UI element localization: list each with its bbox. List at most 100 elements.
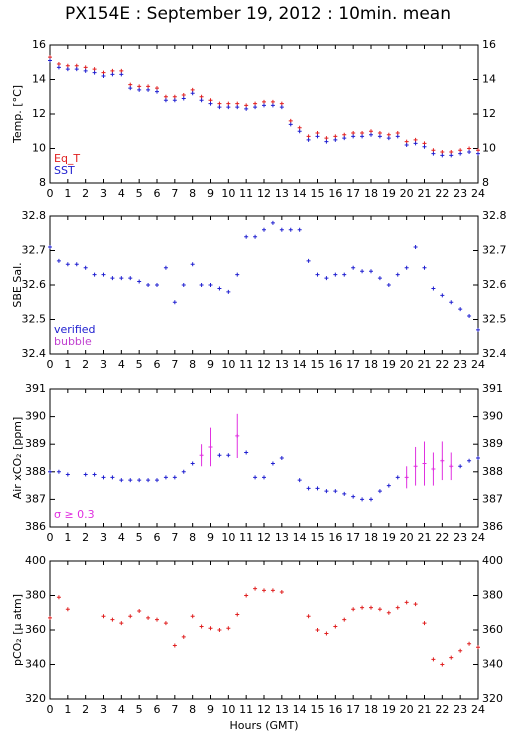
x-tick-label: 17 — [346, 703, 360, 716]
y-tick-label-right: 12 — [482, 107, 496, 120]
data-point — [306, 134, 311, 139]
data-point — [458, 151, 463, 156]
data-point — [270, 103, 275, 108]
x-tick-label: 19 — [382, 187, 396, 200]
data-point — [262, 588, 266, 593]
data-point — [324, 136, 329, 141]
x-tick-label: 2 — [82, 531, 89, 544]
data-point — [244, 234, 249, 239]
data-point — [377, 130, 382, 135]
data-point — [208, 283, 213, 287]
x-tick-label: 9 — [207, 531, 214, 544]
data-point — [288, 118, 293, 123]
data-point — [226, 105, 231, 110]
data-point — [297, 125, 302, 130]
data-point — [342, 132, 347, 137]
y-tick-label: 389 — [25, 437, 46, 450]
x-tick-label: 14 — [293, 703, 307, 716]
data-point — [476, 645, 480, 650]
data-point — [351, 607, 356, 612]
data-point — [181, 469, 186, 474]
data-point — [146, 84, 151, 89]
data-point — [467, 641, 472, 646]
data-point — [101, 70, 106, 75]
data-point — [333, 489, 338, 494]
x-tick-label: 8 — [189, 703, 196, 716]
data-point — [476, 327, 480, 332]
y-tick-label: 16 — [32, 38, 46, 51]
data-point — [56, 595, 61, 600]
data-point — [467, 146, 472, 151]
data-point — [190, 262, 195, 267]
x-tick-label: 8 — [189, 187, 196, 200]
data-point — [119, 478, 124, 483]
y-tick-label: 32.4 — [22, 347, 47, 360]
data-point — [404, 475, 409, 480]
data-point — [315, 134, 320, 139]
data-point — [306, 258, 311, 263]
data-point — [458, 464, 463, 469]
data-point — [48, 58, 52, 63]
data-point — [181, 283, 186, 287]
data-point — [208, 626, 213, 631]
x-tick-label: 12 — [257, 531, 271, 544]
data-point — [333, 624, 338, 629]
data-point — [226, 101, 231, 106]
data-point — [386, 132, 391, 137]
data-point — [56, 469, 61, 474]
x-tick-label: 0 — [47, 358, 54, 371]
x-tick-label: 19 — [382, 358, 396, 371]
x-tick-label: 1 — [64, 187, 71, 200]
x-tick-label: 7 — [171, 187, 178, 200]
x-tick-label: 1 — [64, 531, 71, 544]
x-tick-label: 13 — [275, 187, 289, 200]
x-tick-label: 14 — [293, 531, 307, 544]
data-point — [467, 314, 472, 319]
data-point — [155, 478, 159, 483]
data-point — [279, 590, 284, 595]
x-tick-label: 0 — [47, 531, 54, 544]
x-tick-label: 6 — [154, 531, 161, 544]
data-point — [65, 63, 70, 68]
x-tick-label: 12 — [257, 358, 271, 371]
data-point — [208, 98, 213, 103]
y-tick-label-right: 388 — [482, 465, 503, 478]
data-point — [262, 103, 266, 108]
data-point — [226, 626, 231, 631]
data-point — [404, 600, 409, 605]
data-point — [92, 67, 97, 72]
data-point — [431, 657, 436, 662]
x-tick-label: 23 — [453, 703, 467, 716]
data-point — [128, 86, 133, 91]
x-tick-label: 5 — [136, 531, 143, 544]
data-point — [65, 262, 70, 267]
data-point — [119, 276, 124, 281]
data-point — [172, 643, 177, 648]
y-tick-label-right: 380 — [482, 589, 503, 602]
data-point — [306, 614, 311, 619]
x-tick-label: 10 — [221, 187, 235, 200]
x-tick-label: 14 — [293, 358, 307, 371]
x-tick-label: 21 — [418, 358, 432, 371]
data-point — [199, 94, 204, 99]
data-point — [431, 286, 436, 291]
data-point — [262, 475, 266, 480]
x-tick-label: 17 — [346, 531, 360, 544]
x-tick-label: 13 — [275, 703, 289, 716]
data-point — [235, 612, 240, 617]
data-point — [119, 621, 124, 626]
y-tick-label: 14 — [32, 73, 46, 86]
x-tick-label: 3 — [100, 187, 107, 200]
x-tick-label: 21 — [418, 703, 432, 716]
data-point — [253, 234, 258, 239]
data-point — [279, 227, 284, 232]
x-tick-label: 13 — [275, 531, 289, 544]
data-point — [244, 593, 249, 598]
data-point — [342, 617, 347, 622]
data-point — [199, 98, 204, 103]
data-point — [342, 272, 347, 277]
x-tick-label: 8 — [189, 358, 196, 371]
x-tick-label: 23 — [453, 358, 467, 371]
x-tick-label: 2 — [82, 358, 89, 371]
